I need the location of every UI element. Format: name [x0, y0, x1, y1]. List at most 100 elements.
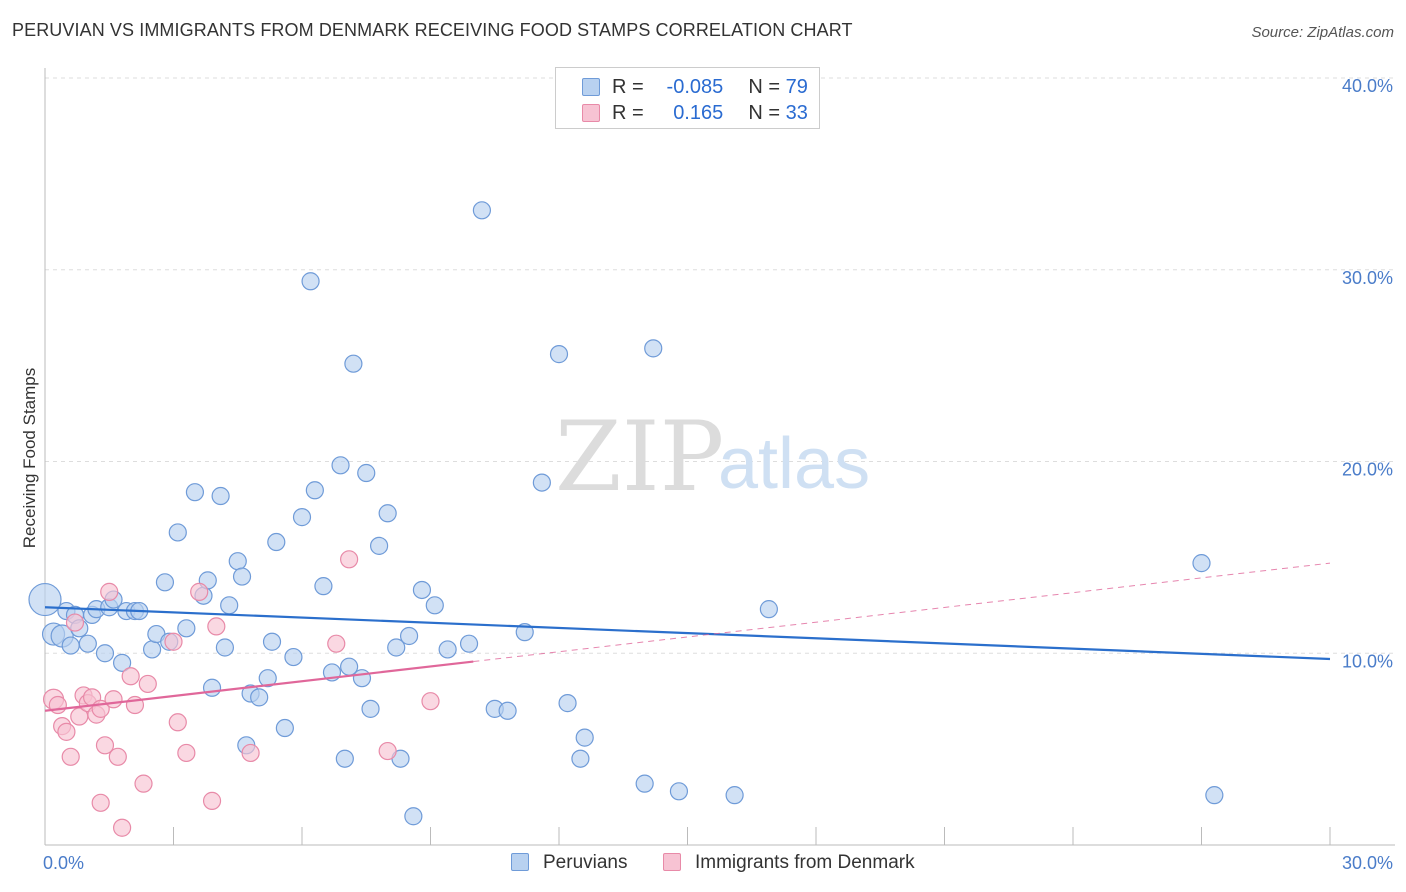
peruvian-point [267, 532, 286, 552]
legend-label-peruvians: Peruvians [543, 852, 628, 873]
peruvian-point [262, 632, 282, 651]
peruvian-point [95, 644, 115, 663]
watermark-atlas: atlas [718, 424, 870, 504]
y-tick-label: 40.0% [1342, 76, 1393, 96]
peruvian-point [202, 678, 222, 697]
peruvian-point [305, 481, 324, 500]
peruvian-point [258, 669, 277, 688]
denmark-point [108, 747, 127, 766]
denmark-point [207, 617, 226, 636]
denmark-point [95, 736, 115, 755]
legend-r-value: 0.165 [673, 102, 724, 124]
peruvian-point [425, 596, 444, 615]
axis-labels: Receiving Food Stamps [20, 368, 39, 548]
denmark-point [202, 791, 222, 810]
denmark-point [121, 667, 140, 686]
peruvian-point [378, 504, 397, 523]
axes: 10.0% 20.0% 30.0% 40.0% 0.0% 30.0% [43, 68, 1395, 873]
peruvian-point [635, 774, 654, 793]
peruvian-point [78, 634, 97, 653]
denmark-point [138, 674, 157, 694]
denmark-point [340, 550, 359, 569]
peruvian-point [575, 728, 594, 747]
peruvian-point [331, 456, 350, 475]
peruvian-point [314, 577, 333, 596]
peruvian-point [177, 619, 196, 638]
peruvian-point [228, 552, 247, 571]
denmark-trend-line [44, 660, 474, 712]
peruvian-point [357, 463, 376, 483]
peruvian-point [112, 653, 132, 672]
peruvian-point [61, 636, 80, 655]
denmark-point [177, 743, 196, 763]
peruvian-point [472, 201, 491, 220]
legend-label-denmark: Immigrants from Denmark [695, 852, 915, 873]
legend-r-value: -0.085 [666, 76, 724, 98]
chart-title: PERUVIAN VS IMMIGRANTS FROM DENMARK RECE… [12, 20, 853, 40]
peruvian-point [387, 638, 406, 657]
denmark-point [421, 692, 440, 711]
legend-n-label: N = [748, 102, 781, 124]
peruvian-point [438, 640, 457, 659]
peruvian-point [370, 536, 389, 555]
y-tick-label: 30.0% [1342, 268, 1393, 288]
denmark-point [104, 690, 123, 709]
peruvian-point [250, 688, 269, 707]
watermark-zip: ZIP [555, 401, 724, 513]
denmark-point [134, 774, 153, 793]
peruvian-point [571, 749, 590, 768]
peruvian-point [549, 345, 569, 364]
y-tick-label: 20.0% [1342, 460, 1393, 480]
peruvian-point [1192, 554, 1211, 573]
peruvian-point [412, 580, 432, 600]
x-tick-label: 0.0% [43, 853, 84, 873]
denmark-point [91, 793, 110, 812]
peruvian-trend-line [44, 606, 1331, 661]
peruvian-point [168, 523, 187, 542]
peruvian-point [275, 718, 294, 738]
peruvian-point [142, 640, 162, 659]
peruvian-point [292, 508, 312, 527]
legend-r-label: R = [612, 102, 644, 124]
peruvian-point [404, 807, 423, 826]
peruvian-point [215, 638, 234, 657]
denmark-point [112, 818, 132, 837]
peruvian-point [644, 339, 663, 358]
denmark-point [57, 722, 76, 741]
denmark-point [100, 582, 119, 601]
denmark-point [61, 747, 80, 766]
peruvian-point [301, 272, 320, 291]
denmark-point [378, 741, 397, 761]
legend-n-value: 33 [785, 102, 808, 124]
denmark-point [65, 613, 85, 632]
denmark-point [327, 634, 346, 653]
denmark-trend-extension [473, 562, 1331, 663]
peruvian-point [28, 582, 62, 617]
legend-swatch-blue [582, 78, 600, 96]
denmark-point [241, 743, 260, 763]
series-legend: Peruvians Immigrants from Denmark [0, 852, 1406, 878]
peruvian-point [669, 782, 689, 801]
legend-n-value: 79 [785, 76, 808, 98]
data-points [28, 201, 1224, 837]
peruvian-point [352, 669, 372, 688]
peruvian-point [335, 749, 354, 768]
peruvian-point [220, 596, 239, 615]
peruvian-point [361, 699, 380, 718]
peruvian-point [185, 483, 205, 502]
peruvian-point [284, 647, 303, 667]
x-tick-label: 30.0% [1342, 853, 1393, 873]
legend-n-label: N = [748, 76, 781, 98]
peruvian-point [515, 623, 534, 642]
denmark-point [190, 582, 209, 601]
legend-swatch-peruvians [511, 853, 529, 871]
source-credit: Source: ZipAtlas.com [1251, 24, 1394, 41]
peruvian-point [232, 567, 252, 586]
denmark-point [164, 632, 183, 651]
trend-lines [44, 562, 1331, 712]
grid-lines [45, 77, 1395, 654]
peruvian-point [1205, 786, 1224, 805]
peruvian-point [498, 701, 517, 720]
y-axis-label: Receiving Food Stamps [20, 368, 39, 548]
